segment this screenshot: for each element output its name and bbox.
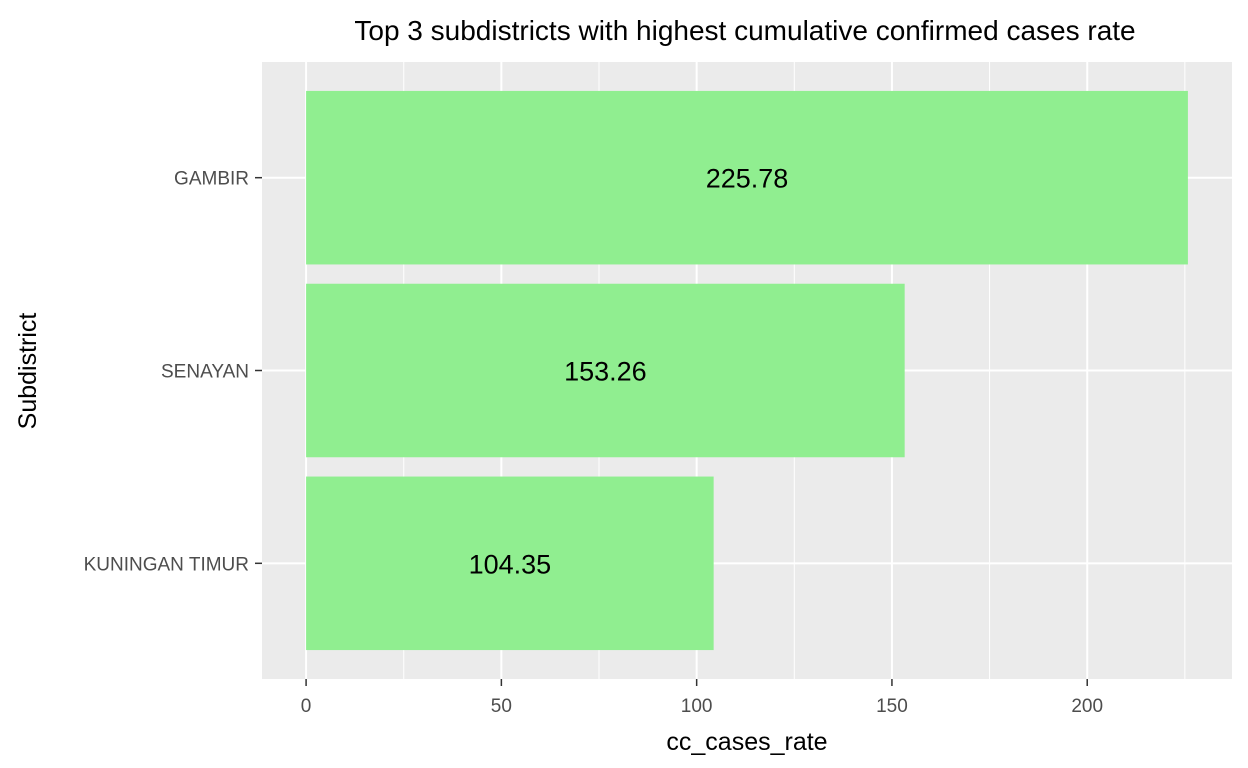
- x-tick-label: 0: [301, 696, 312, 717]
- chart-title: Top 3 subdistricts with highest cumulati…: [354, 15, 1135, 46]
- x-tick-label: 200: [1071, 696, 1103, 717]
- bar: [306, 90, 1188, 265]
- bar: [306, 476, 714, 651]
- data-label: 225.78: [706, 164, 789, 194]
- x-axis: 0 50 100 150 200: [301, 679, 1103, 717]
- data-label: 153.26: [564, 357, 647, 387]
- bars: [306, 90, 1188, 651]
- data-labels: 225.78 153.26 104.35: [469, 164, 789, 580]
- y-tick-label: SENAYAN: [161, 362, 249, 383]
- x-tick-label: 50: [491, 696, 512, 717]
- y-axis-title: Subdistrict: [14, 313, 42, 430]
- x-tick-label: 100: [681, 696, 713, 717]
- y-axis: GAMBIR SENAYAN KUNINGAN TIMUR: [84, 169, 262, 575]
- x-tick-label: 150: [876, 696, 908, 717]
- data-label: 104.35: [469, 549, 552, 579]
- y-tick-label: KUNINGAN TIMUR: [84, 554, 249, 575]
- y-tick-label: GAMBIR: [174, 169, 249, 190]
- x-axis-title: cc_cases_rate: [666, 728, 827, 756]
- bar: [306, 283, 905, 458]
